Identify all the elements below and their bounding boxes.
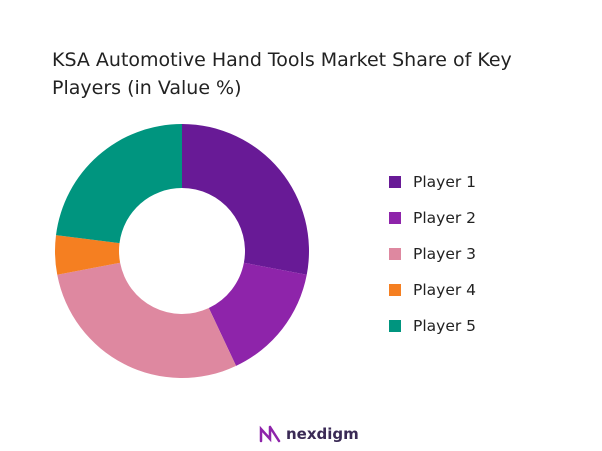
legend-label: Player 3 [413,245,477,263]
logo-icon [259,425,281,443]
legend-item: Player 1 [389,173,476,191]
legend-item: Player 5 [389,317,476,335]
slice-player-4 [55,235,121,275]
legend-swatch [389,212,401,224]
legend-item: Player 3 [389,245,476,263]
legend-item: Player 2 [389,209,476,227]
legend-label: Player 5 [413,317,477,335]
logo: nexdigm [258,424,359,444]
legend-item: Player 4 [389,281,476,299]
legend-swatch [389,320,401,332]
legend-label: Player 4 [413,281,477,299]
logo-text: nexdigm [286,425,359,443]
slice-player-3 [57,262,237,378]
legend-label: Player 2 [413,209,477,227]
legend-swatch [389,284,401,296]
chart-title: KSA Automotive Hand Tools Market Share o… [52,49,512,99]
legend-label: Player 1 [413,173,477,191]
slice-player-5 [56,124,182,244]
legend-swatch [389,248,401,260]
slice-player-2 [208,262,307,366]
legend-swatch [389,176,401,188]
slice-player-1 [182,124,309,275]
